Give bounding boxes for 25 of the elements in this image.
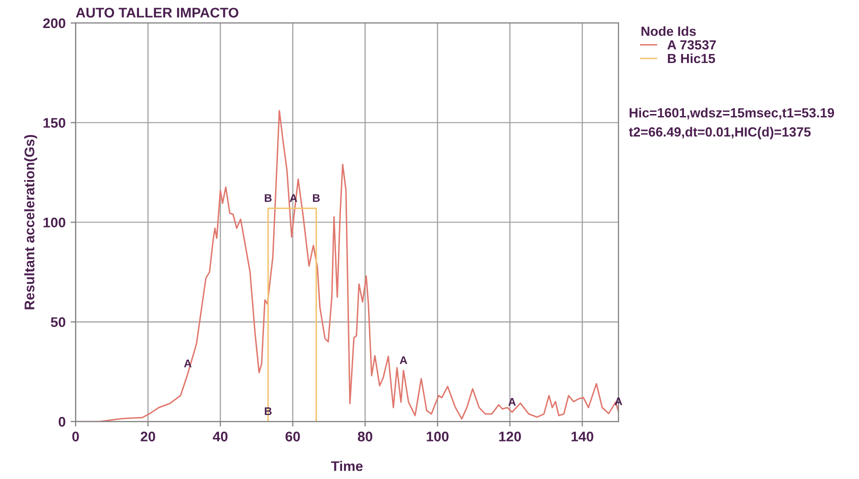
legend-label: A 73537 <box>667 40 716 50</box>
y-tick-label: 200 <box>43 18 66 28</box>
x-tick-label: 60 <box>286 432 300 442</box>
annotation: A <box>400 356 408 364</box>
annotation: A <box>508 398 516 406</box>
y-axis-title: Resultant acceleration(Gs) <box>24 134 38 310</box>
x-tick-label: 40 <box>212 432 228 442</box>
chart-title: AUTO TALLER IMPACTO <box>76 8 238 18</box>
y-tick-label: 100 <box>44 218 66 228</box>
x-tick-label: 0 <box>72 432 79 442</box>
x-tick-label: 80 <box>358 432 372 442</box>
annotation: B <box>264 194 272 202</box>
x-tick-label: 100 <box>426 432 449 442</box>
x-tick-label: 120 <box>499 432 521 442</box>
text: Hic=1601,wdsz=15msec,t1=53.19 <box>630 108 834 120</box>
y-tick-label: 150 <box>44 118 66 128</box>
legend-label: B Hic15 <box>668 53 716 64</box>
text: t2=66.49,dt=0.01,HIC(d)=1375 <box>628 126 811 140</box>
x-tick-label: 20 <box>140 432 156 442</box>
y-tick-label: 0 <box>58 416 66 427</box>
x-axis-title: Time <box>331 460 363 472</box>
legend-title: Node Ids <box>642 26 696 36</box>
y-tick-label: 50 <box>50 317 66 328</box>
annotation: B <box>312 194 320 202</box>
x-tick-label: 140 <box>572 432 594 442</box>
